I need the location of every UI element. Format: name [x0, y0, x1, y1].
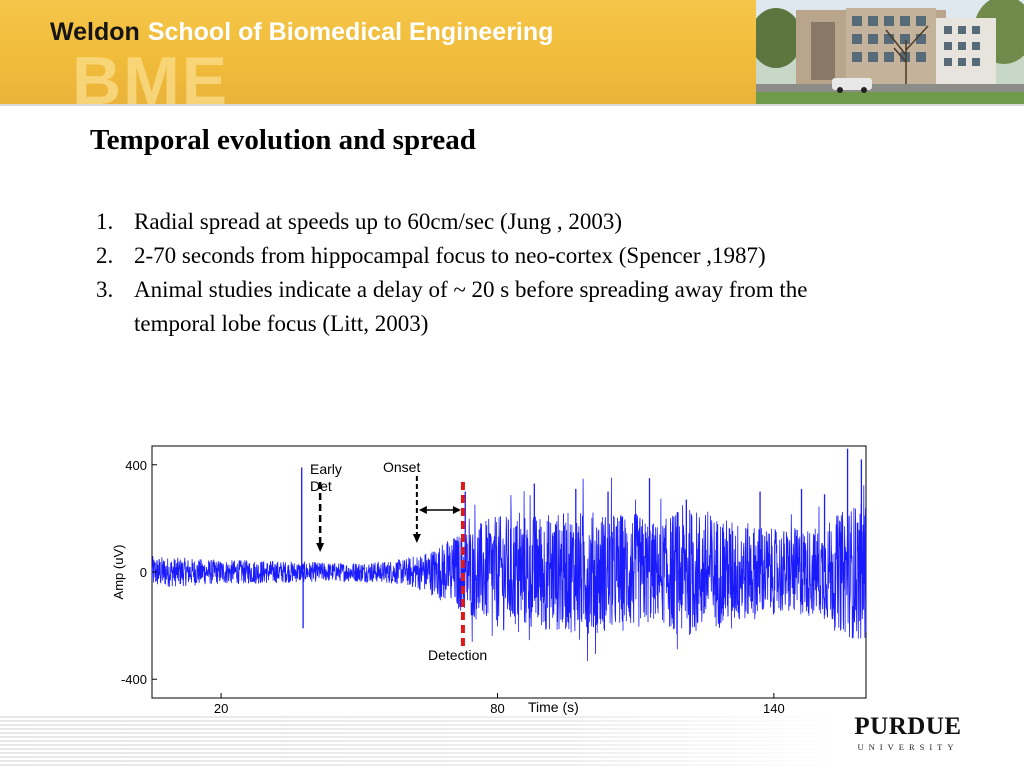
signal-path: [151, 477, 867, 662]
y-tick-label: 400: [125, 458, 147, 473]
bullet-number: 3.: [96, 277, 114, 302]
school-name: Weldon School of Biomedical Engineering: [50, 18, 553, 47]
x-tick-label: 80: [490, 701, 504, 716]
bullet-number: 2.: [96, 243, 114, 268]
header-rule: [0, 104, 1024, 106]
purdue-logo-sub: UNIVERSITY: [857, 742, 959, 752]
header-banner: BME Weldon School of Biomedical Engineeri…: [0, 0, 1024, 104]
onset-arrowhead: [412, 534, 421, 543]
bullet-list: 1. Radial spread at speeds up to 60cm/se…: [96, 205, 886, 341]
bullet-item: 3. Animal studies indicate a delay of ~ …: [96, 273, 886, 341]
bme-watermark: BME: [72, 43, 230, 104]
bullet-number: 1.: [96, 209, 114, 234]
slide-title: Temporal evolution and spread: [90, 124, 476, 156]
purdue-logo-main: PURDUE: [854, 713, 962, 740]
early-det-arrowhead: [316, 543, 325, 552]
delay-arrowhead-right: [452, 506, 461, 514]
early-det-label: Early: [310, 461, 342, 477]
signal-trace: [151, 448, 867, 662]
x-axis-label: Time (s): [528, 699, 579, 715]
bullet-text: Radial spread at speeds up to 60cm/sec (…: [134, 209, 622, 234]
y-tick-label: 0: [140, 565, 147, 580]
axis-ticks: 20 80 140 400 0 -400: [121, 458, 785, 716]
y-tick-label: -400: [121, 672, 147, 687]
bullet-text: 2-70 seconds from hippocampal focus to n…: [134, 243, 766, 268]
delay-arrowhead-left: [418, 506, 427, 514]
purdue-logo: PURDUE UNIVERSITY: [846, 712, 970, 752]
brand-weldon: Weldon: [50, 18, 140, 46]
detection-label: Detection: [428, 647, 487, 663]
footer-fade: [0, 716, 1024, 768]
bullet-text: Animal studies indicate a delay of ~ 20 …: [134, 277, 808, 336]
campus-building-photo: [756, 0, 1024, 104]
bullet-item: 1. Radial spread at speeds up to 60cm/se…: [96, 205, 886, 239]
brand-school: School of Biomedical Engineering: [147, 18, 554, 46]
onset-label: Onset: [383, 459, 420, 475]
event-markers: [316, 476, 465, 650]
x-tick-label: 20: [214, 701, 228, 716]
y-axis-label: Amp (uV): [111, 545, 126, 600]
eeg-figure: 20 80 140 400 0 -400 Amp (uV) Time (s) Early …: [100, 440, 872, 720]
x-tick-label: 140: [763, 701, 785, 716]
bullet-item: 2. 2-70 seconds from hippocampal focus t…: [96, 239, 886, 273]
